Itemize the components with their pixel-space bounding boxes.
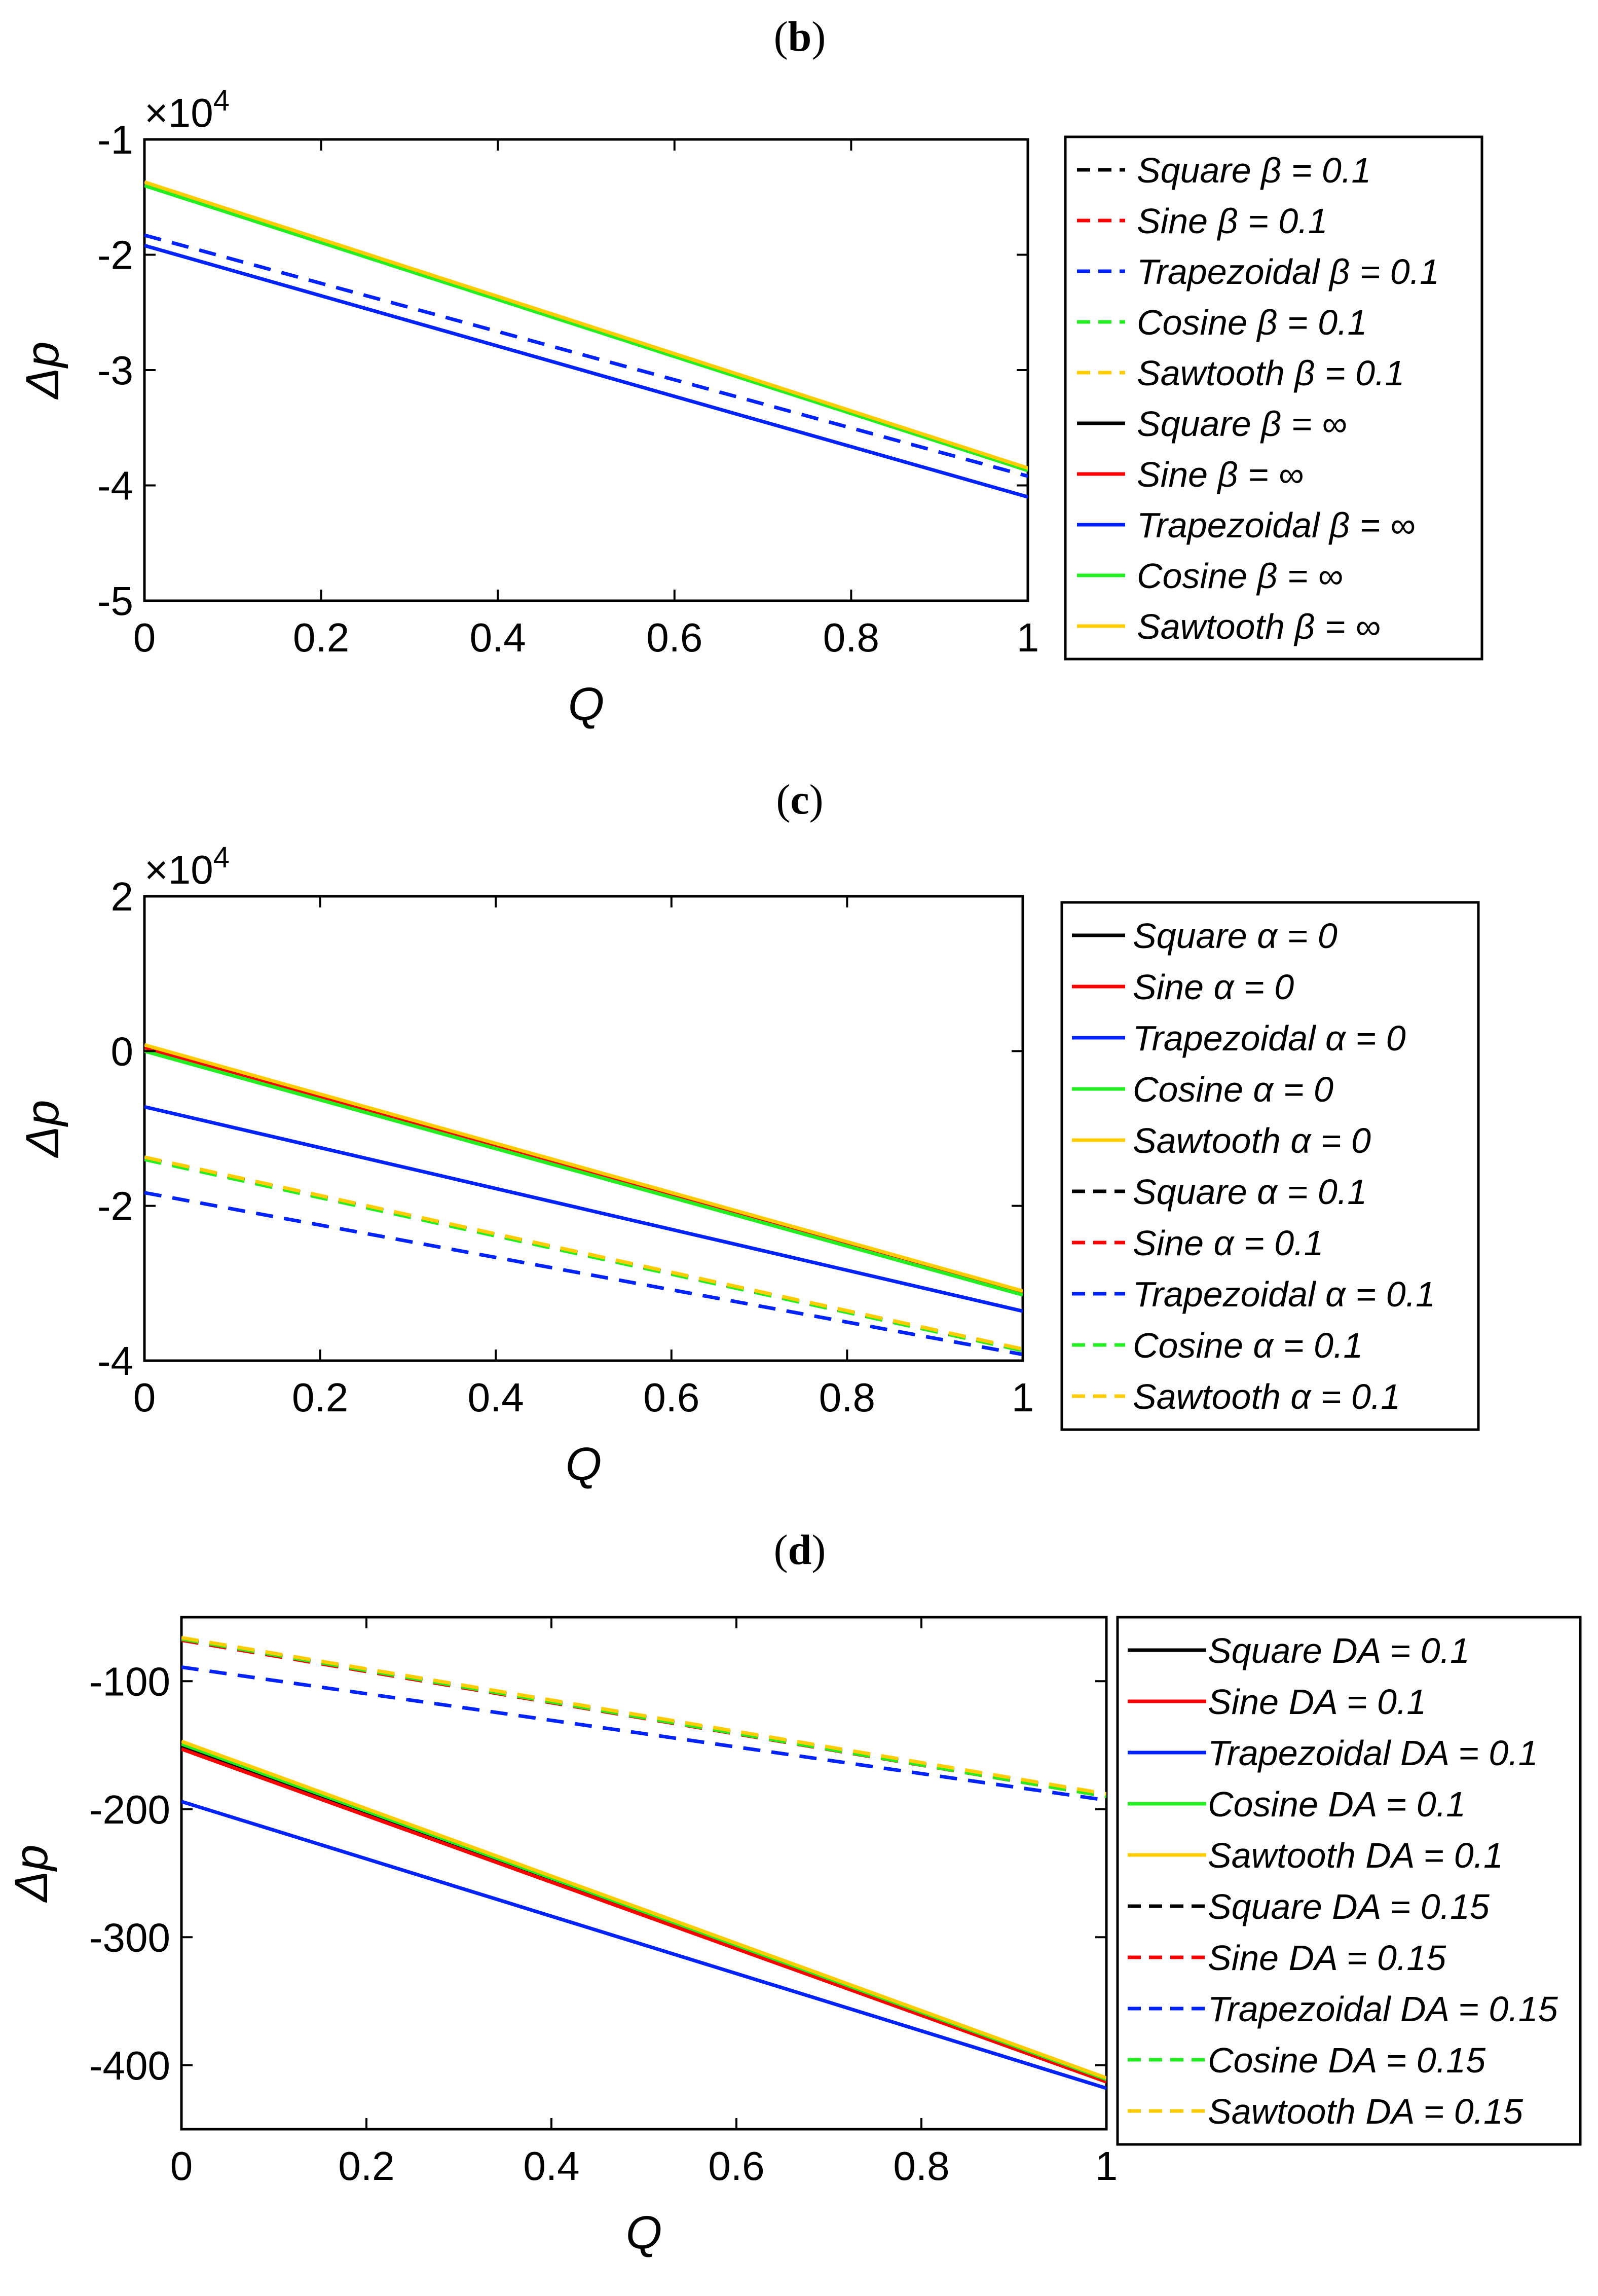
x-tick-label: 0.4 (468, 1375, 524, 1420)
x-tick-label: 0 (170, 2143, 193, 2189)
series-line-9 (144, 1155, 1023, 1351)
series-line-2 (144, 1105, 1023, 1313)
legend-entry: Square DA = 0.15 (1208, 1887, 1490, 1926)
x-tick-label: 0.2 (293, 615, 349, 660)
legend-entry: Trapezoidal DA = 0.15 (1208, 1989, 1558, 2029)
legend-entry: Cosine β = ∞ (1137, 556, 1343, 596)
y-tick-label: -1 (97, 117, 133, 162)
y-axis-label: Δp (17, 1100, 68, 1158)
x-tick-label: 1 (1012, 1375, 1034, 1420)
legend-entry: Sawtooth β = ∞ (1137, 607, 1381, 646)
y-tick-label: -2 (97, 1184, 133, 1229)
x-axis-label: Q (626, 2207, 662, 2258)
y-tick-label: -4 (97, 1338, 133, 1383)
legend-entry: Square β = 0.1 (1137, 151, 1371, 190)
x-tick-label: 0.8 (823, 615, 879, 660)
y-tick-label: -2 (97, 233, 133, 278)
legend-entry: Sawtooth β = 0.1 (1137, 353, 1404, 393)
series-line-8 (144, 184, 1028, 472)
x-tick-label: 0.4 (470, 615, 526, 660)
legend-entry: Trapezoidal α = 0 (1133, 1018, 1406, 1058)
x-tick-label: 0.8 (893, 2143, 949, 2189)
series-line-3 (144, 1049, 1023, 1297)
legend-entry: Cosine DA = 0.15 (1208, 2040, 1486, 2080)
x-tick-label: 0.4 (523, 2143, 579, 2189)
x-tick-label: 1 (1095, 2143, 1118, 2189)
legend-entry: Sine DA = 0.1 (1208, 1682, 1426, 1722)
legend-entry: Trapezoidal β = 0.1 (1137, 252, 1439, 291)
legend-box (1116, 1616, 1582, 2146)
legend-entry: Sawtooth α = 0 (1133, 1121, 1371, 1160)
series-line-9 (144, 180, 1028, 470)
x-tick-label: 0 (133, 1375, 156, 1420)
chart-panel-c: (c) 0 0.2 0.4 0.6 0.8 1 2 0 -2 -4 Q Δp ×104 Square α =… (17, 776, 1480, 1490)
legend-entry: Cosine β = 0.1 (1137, 303, 1367, 342)
series-line-4 (144, 1043, 1023, 1293)
panel-label: (b) (774, 13, 826, 60)
series-line-7 (144, 1191, 1023, 1357)
y-tick-label: -4 (97, 463, 133, 508)
legend-box (1060, 901, 1480, 1431)
series-line-7 (144, 243, 1028, 499)
legend-entry: Trapezoidal DA = 0.1 (1208, 1733, 1538, 1773)
legend-entry: Cosine DA = 0.1 (1208, 1784, 1466, 1824)
series-group (144, 1043, 1023, 1357)
legend-entry: Sine β = 0.1 (1137, 201, 1328, 241)
series-line-2 (181, 1800, 1106, 2090)
series-line-9 (181, 1635, 1106, 1796)
chart-panel-b: (b) 0 0.2 0.4 0.6 0.8 1 -1 -2 -3 -4 -5 Q Δp ×104 Square… (17, 13, 1483, 730)
x-tick-label: 0.8 (819, 1375, 875, 1420)
y-tick-label: -100 (89, 1659, 170, 1704)
legend-entry: Trapezoidal β = ∞ (1137, 505, 1416, 545)
y-tick-label: 0 (111, 1029, 134, 1074)
x-tick-label: 0 (133, 615, 156, 660)
y-exponent-label: ×104 (144, 841, 230, 892)
legend-entry: Sawtooth DA = 0.15 (1208, 2092, 1523, 2131)
y-tick-label: -400 (89, 2043, 170, 2088)
plot-area (143, 895, 1024, 1362)
legend-entry: Cosine α = 0 (1133, 1070, 1333, 1109)
legend-entry: Square DA = 0.1 (1208, 1631, 1470, 1670)
y-tick-label: -3 (97, 348, 133, 393)
legend-entry: Sawtooth DA = 0.1 (1208, 1836, 1503, 1875)
x-axis-label: Q (568, 678, 605, 730)
chart-panel-d: (d) 0 0.2 0.4 0.6 0.8 1 -100 -200 -300 -400 Q Δp Squa… (6, 1526, 1582, 2258)
legend-entry: Sawtooth α = 0.1 (1133, 1377, 1400, 1416)
series-line-2 (144, 233, 1028, 478)
legend-entry: Trapezoidal α = 0.1 (1133, 1274, 1435, 1314)
series-line-4 (181, 1739, 1106, 2080)
y-axis-label: Δp (6, 1845, 57, 1903)
y-tick-label: -200 (89, 1787, 170, 1832)
series-group (144, 180, 1028, 499)
series-line-7 (181, 1665, 1106, 1802)
x-tick-label: 0.6 (708, 2143, 764, 2189)
x-tick-label: 0.6 (646, 615, 702, 660)
legend-box (1064, 135, 1483, 661)
x-tick-label: 0.6 (643, 1375, 699, 1420)
y-tick-label: -300 (89, 1915, 170, 1960)
x-tick-label: 1 (1017, 615, 1039, 660)
legend-entry: Sine DA = 0.15 (1208, 1938, 1446, 1978)
series-group (181, 1635, 1106, 2090)
panel-label: (d) (774, 1526, 826, 1574)
legend-entry: Square α = 0.1 (1133, 1172, 1367, 1212)
y-axis-label: Δp (17, 342, 68, 400)
y-tick-label: 2 (111, 874, 134, 919)
panel-label: (c) (776, 776, 823, 823)
y-exponent-label: ×104 (144, 84, 230, 135)
legend-entry: Cosine α = 0.1 (1133, 1326, 1363, 1365)
legend-entry: Sine α = 0 (1133, 967, 1294, 1007)
x-axis-label: Q (566, 1438, 602, 1490)
y-tick-label: -5 (97, 578, 133, 624)
x-tick-label: 0.2 (292, 1375, 348, 1420)
legend-entry: Sine α = 0.1 (1133, 1223, 1324, 1263)
legend-entry: Sine β = ∞ (1137, 455, 1304, 494)
legend-entry: Square α = 0 (1133, 916, 1337, 956)
plot-area (180, 1616, 1108, 2131)
legend-entry: Square β = ∞ (1137, 404, 1347, 444)
x-tick-label: 0.2 (338, 2143, 394, 2189)
series-line-1 (181, 1747, 1106, 2084)
